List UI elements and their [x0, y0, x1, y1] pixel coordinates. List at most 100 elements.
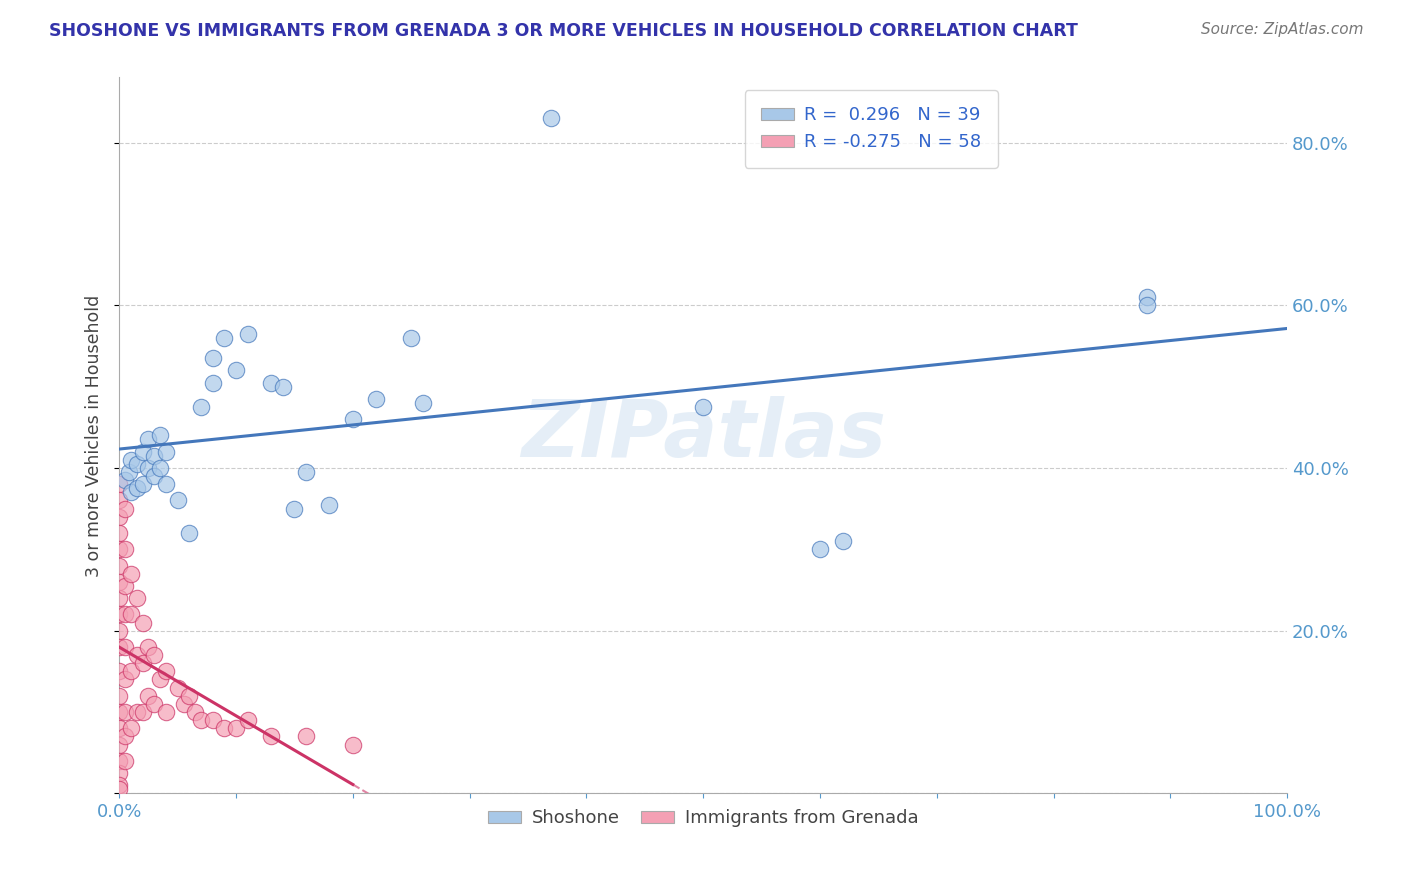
Point — [117, 465, 139, 479]
Point — [131, 705, 153, 719]
Point — [295, 730, 318, 744]
Point — [143, 648, 166, 662]
Point — [149, 428, 172, 442]
Point — [1136, 290, 1159, 304]
Point — [114, 579, 136, 593]
Point — [108, 766, 131, 780]
Point — [131, 615, 153, 630]
Point — [236, 326, 259, 341]
Point — [190, 713, 212, 727]
Point — [120, 665, 142, 679]
Point — [366, 392, 388, 406]
Point — [143, 697, 166, 711]
Y-axis label: 3 or more Vehicles in Household: 3 or more Vehicles in Household — [86, 294, 103, 576]
Point — [149, 461, 172, 475]
Point — [149, 673, 172, 687]
Point — [108, 493, 131, 508]
Point — [179, 689, 201, 703]
Point — [108, 607, 131, 622]
Point — [120, 452, 142, 467]
Point — [138, 433, 160, 447]
Legend: Shoshone, Immigrants from Grenada: Shoshone, Immigrants from Grenada — [481, 802, 925, 834]
Point — [108, 542, 131, 557]
Point — [283, 501, 305, 516]
Point — [201, 351, 224, 365]
Point — [342, 738, 364, 752]
Point — [155, 444, 177, 458]
Point — [155, 705, 177, 719]
Point — [201, 376, 224, 390]
Point — [108, 778, 131, 792]
Point — [260, 730, 283, 744]
Point — [540, 111, 562, 125]
Point — [108, 705, 131, 719]
Point — [120, 566, 142, 581]
Point — [692, 400, 714, 414]
Point — [138, 640, 160, 654]
Point — [108, 782, 131, 797]
Point — [108, 624, 131, 638]
Point — [214, 331, 236, 345]
Point — [108, 591, 131, 606]
Point — [120, 721, 142, 735]
Point — [114, 607, 136, 622]
Point — [399, 331, 422, 345]
Point — [1136, 298, 1159, 312]
Point — [184, 705, 207, 719]
Point — [108, 721, 131, 735]
Point — [808, 542, 831, 557]
Point — [114, 640, 136, 654]
Point — [114, 473, 136, 487]
Point — [179, 526, 201, 541]
Point — [114, 542, 136, 557]
Text: Source: ZipAtlas.com: Source: ZipAtlas.com — [1201, 22, 1364, 37]
Point — [412, 396, 434, 410]
Point — [260, 376, 283, 390]
Point — [318, 498, 340, 512]
Point — [143, 469, 166, 483]
Point — [125, 648, 148, 662]
Point — [271, 379, 294, 393]
Point — [295, 465, 318, 479]
Point — [114, 754, 136, 768]
Point — [108, 689, 131, 703]
Point — [166, 493, 188, 508]
Point — [114, 705, 136, 719]
Point — [832, 534, 855, 549]
Point — [173, 697, 195, 711]
Point — [131, 656, 153, 670]
Point — [190, 400, 212, 414]
Point — [143, 449, 166, 463]
Point — [120, 485, 142, 500]
Point — [214, 721, 236, 735]
Point — [108, 665, 131, 679]
Point — [108, 509, 131, 524]
Point — [125, 457, 148, 471]
Point — [114, 673, 136, 687]
Text: SHOSHONE VS IMMIGRANTS FROM GRENADA 3 OR MORE VEHICLES IN HOUSEHOLD CORRELATION : SHOSHONE VS IMMIGRANTS FROM GRENADA 3 OR… — [49, 22, 1078, 40]
Point — [108, 558, 131, 573]
Point — [236, 713, 259, 727]
Point — [166, 681, 188, 695]
Point — [114, 730, 136, 744]
Point — [108, 738, 131, 752]
Point — [155, 665, 177, 679]
Point — [131, 444, 153, 458]
Point — [138, 689, 160, 703]
Point — [225, 721, 247, 735]
Point — [342, 412, 364, 426]
Point — [108, 477, 131, 491]
Point — [120, 607, 142, 622]
Point — [125, 591, 148, 606]
Point — [108, 574, 131, 589]
Point — [225, 363, 247, 377]
Point — [108, 640, 131, 654]
Point — [125, 705, 148, 719]
Point — [108, 526, 131, 541]
Point — [155, 477, 177, 491]
Point — [108, 754, 131, 768]
Point — [114, 501, 136, 516]
Point — [201, 713, 224, 727]
Point — [131, 477, 153, 491]
Point — [138, 461, 160, 475]
